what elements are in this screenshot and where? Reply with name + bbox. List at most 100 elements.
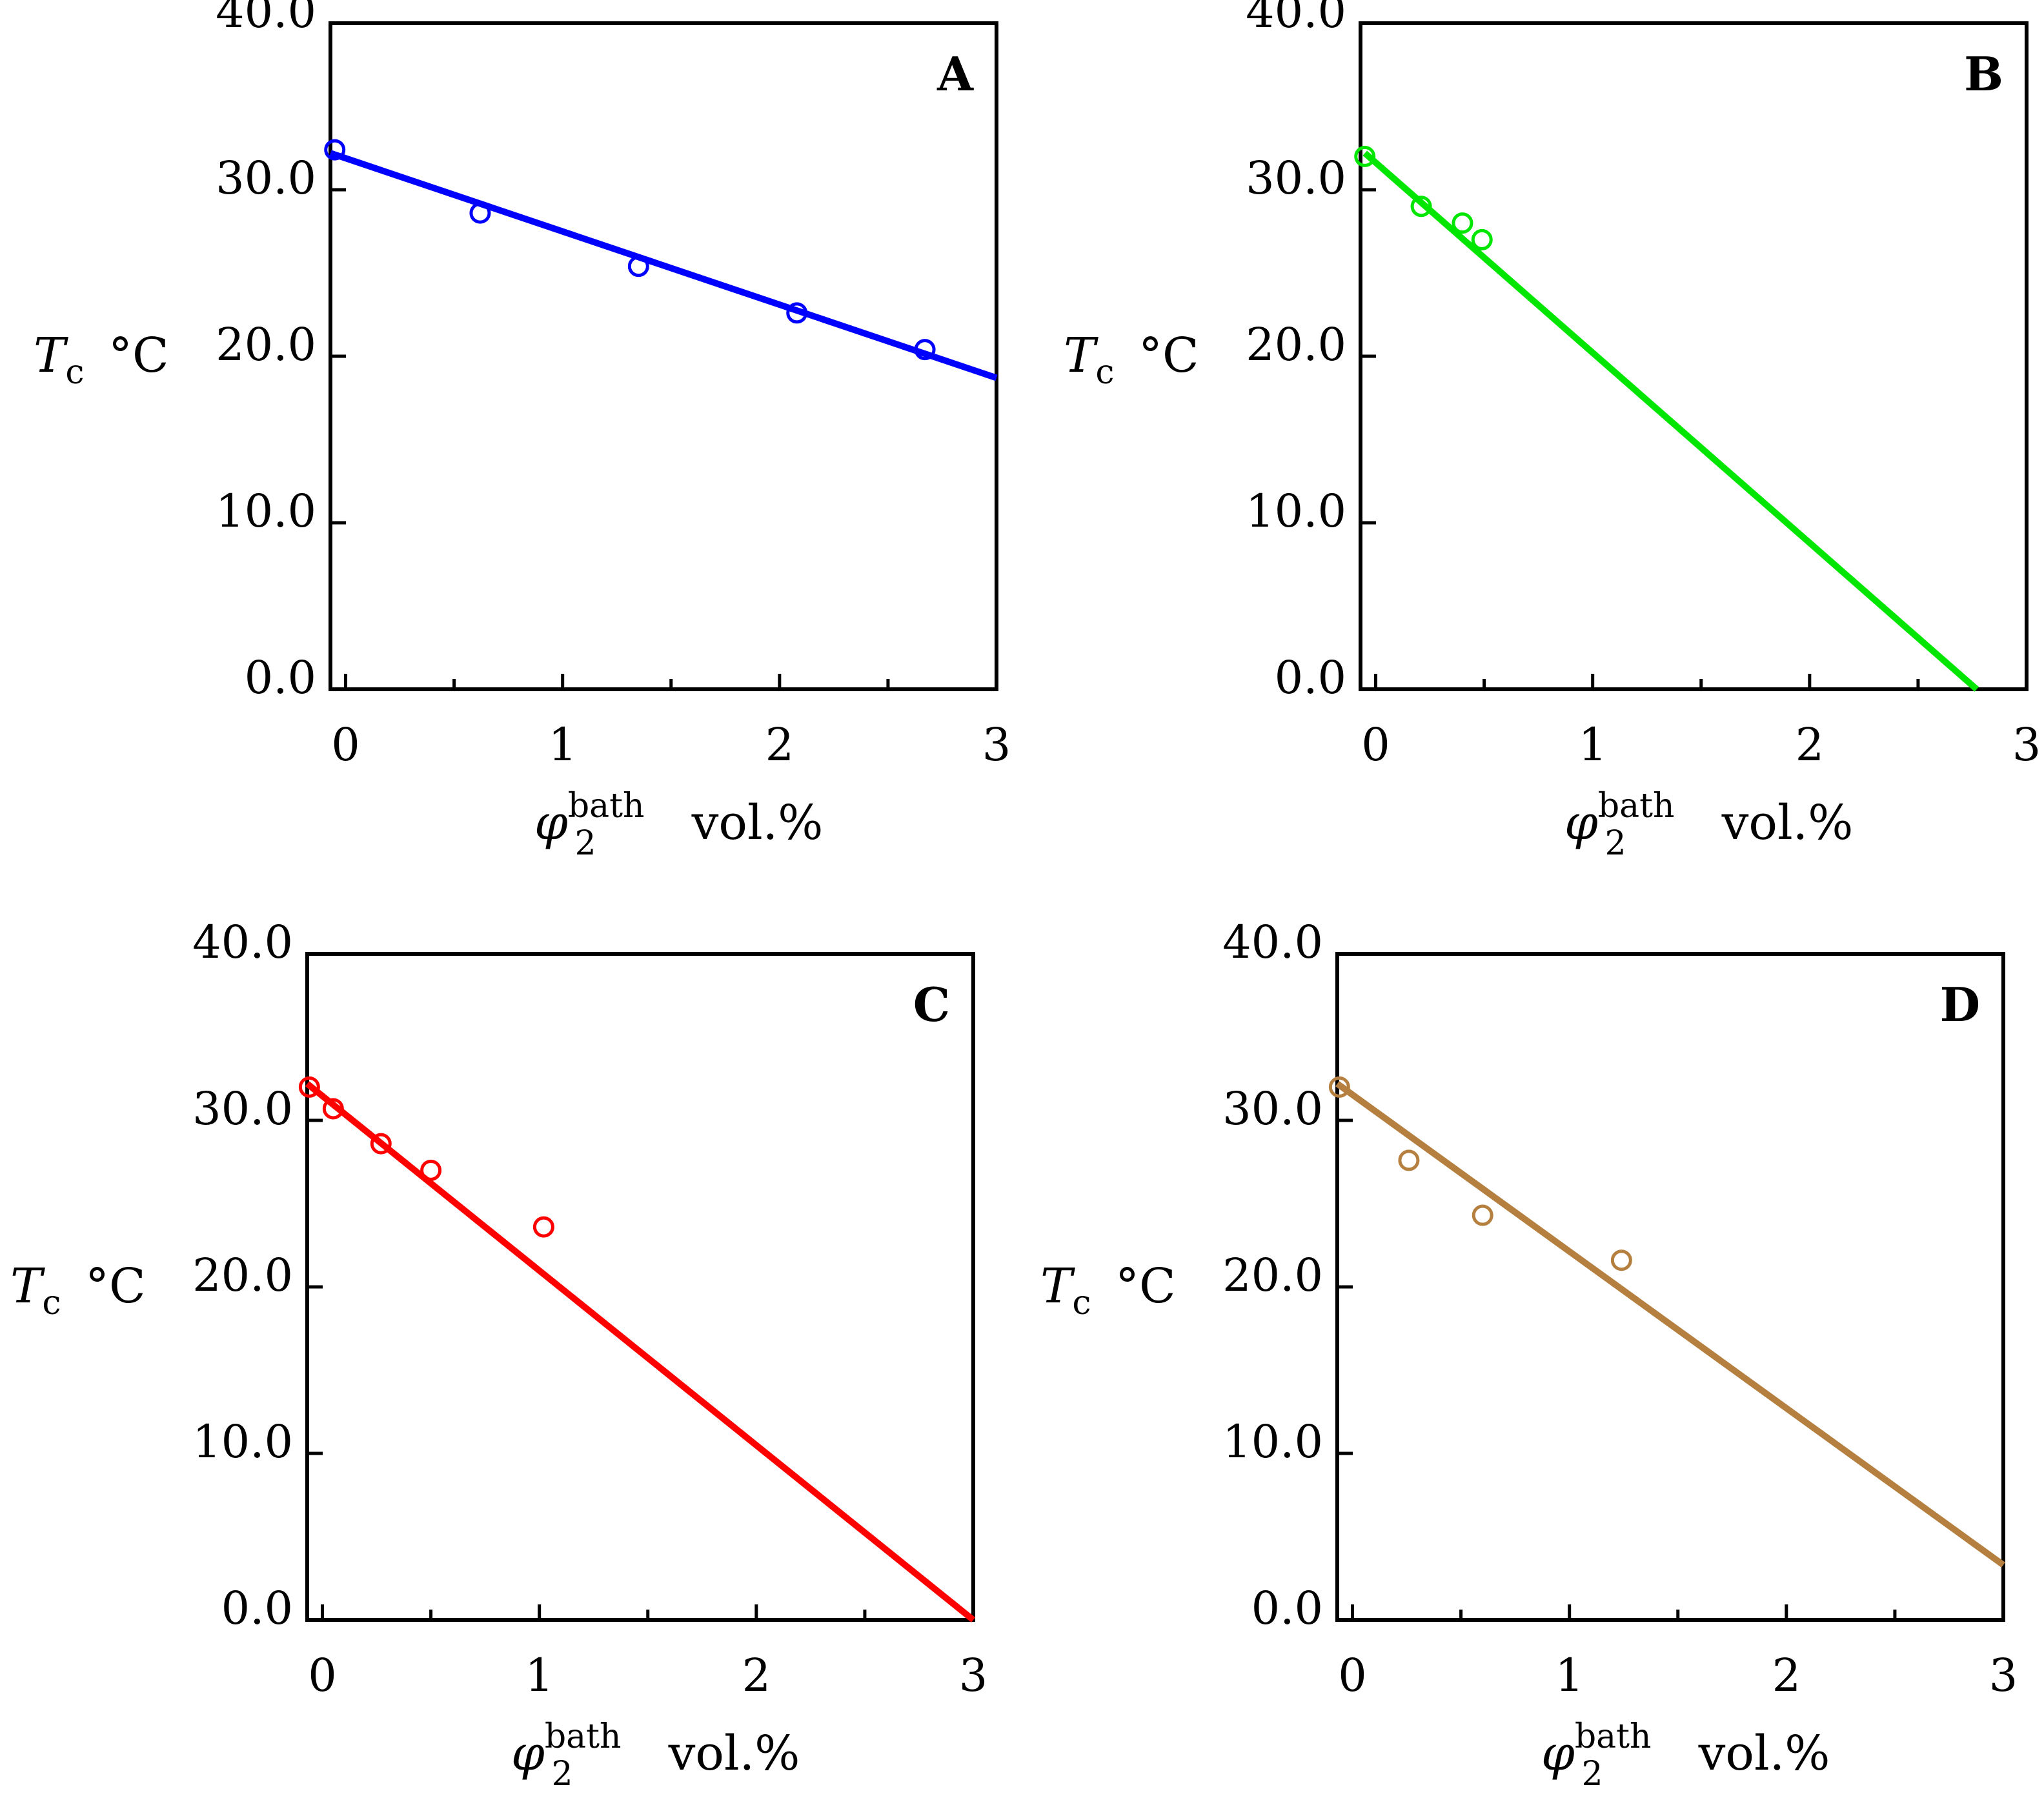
data-point	[469, 202, 491, 224]
y-tick-label: 10.0	[1222, 1415, 1323, 1468]
plot-frame	[305, 952, 975, 1622]
y-tick-label: 10.0	[1246, 485, 1346, 538]
x-tick-label: 0	[308, 1649, 337, 1702]
y-tick-label: 0.0	[1275, 651, 1346, 704]
y-tick-label: 10.0	[192, 1415, 293, 1468]
y-axis-label: Tc °C	[34, 328, 169, 392]
panel-letter: A	[936, 46, 974, 101]
y-tick-label: 40.0	[192, 916, 293, 969]
data-point	[298, 1076, 320, 1098]
x-label-unit: vol.%	[691, 795, 824, 851]
data-point	[420, 1159, 442, 1181]
y-label-unit: °C	[70, 1258, 145, 1314]
y-label-symbol: T	[1064, 328, 1098, 383]
data-point	[532, 1216, 554, 1238]
y-tick-label: 10.0	[216, 485, 316, 538]
x-axis-label: φbath 2 vol.%	[1564, 787, 1853, 863]
data-point	[322, 1098, 344, 1120]
x-tick-label: 1	[548, 718, 577, 771]
plot-frame	[1335, 952, 2005, 1622]
y-label-symbol: T	[34, 328, 68, 383]
y-label-unit: °C	[1100, 1258, 1175, 1314]
x-label-symbol: φ	[511, 1726, 545, 1781]
data-point	[324, 139, 346, 161]
x-tick-label: 2	[765, 718, 794, 771]
data-point	[1398, 1149, 1420, 1171]
x-tick-label: 3	[982, 718, 1011, 771]
data-point	[1328, 1076, 1350, 1098]
x-tick-label: 0	[1361, 718, 1390, 771]
x-label-subscript: 2	[552, 1755, 573, 1794]
data-point	[1472, 1204, 1493, 1226]
x-label-unit: vol.%	[1698, 1726, 1830, 1781]
x-label-unit: vol.%	[668, 1726, 800, 1781]
plot-frame	[1359, 21, 2029, 691]
y-label-unit: °C	[93, 328, 168, 383]
x-label-subscript: 2	[575, 824, 596, 863]
y-label-unit: °C	[1123, 328, 1199, 383]
y-tick-label: 20.0	[192, 1249, 293, 1302]
x-tick-label: 0	[331, 718, 360, 771]
data-point	[1452, 212, 1473, 234]
y-label-subscript: c	[1072, 1284, 1091, 1322]
x-tick-label: 2	[1772, 1649, 1801, 1702]
x-tick-label: 3	[959, 1649, 988, 1702]
fit-line	[1362, 150, 1979, 692]
data-point	[914, 339, 936, 361]
data-point	[1410, 196, 1432, 217]
x-label-superscript: bath	[1575, 1717, 1652, 1756]
y-tick-label: 30.0	[1222, 1082, 1323, 1135]
x-label-subscript: 2	[1582, 1755, 1603, 1794]
y-label-subscript: c	[65, 353, 84, 392]
y-tick-label: 0.0	[245, 651, 316, 704]
x-tick-label: 3	[2012, 718, 2041, 771]
data-point	[1354, 145, 1376, 167]
panel-letter: D	[1940, 977, 1980, 1032]
panel-letter: C	[913, 977, 950, 1032]
x-label-symbol: φ	[1564, 795, 1598, 851]
y-tick-label: 40.0	[1246, 0, 1346, 38]
y-tick-label: 20.0	[1222, 1249, 1323, 1302]
x-label-subscript: 2	[1605, 824, 1626, 863]
x-tick-label: 2	[1796, 718, 1825, 771]
y-tick-label: 40.0	[216, 0, 316, 38]
x-tick-label: 0	[1338, 1649, 1367, 1702]
x-tick-label: 2	[742, 1649, 771, 1702]
y-tick-label: 30.0	[1246, 152, 1346, 205]
y-tick-label: 30.0	[192, 1082, 293, 1135]
x-label-symbol: φ	[534, 795, 568, 851]
y-tick-label: 0.0	[1251, 1582, 1323, 1635]
y-axis-label: Tc °C	[10, 1258, 146, 1322]
x-label-superscript: bath	[1598, 787, 1675, 825]
data-point	[1471, 228, 1493, 250]
y-label-subscript: c	[42, 1284, 61, 1322]
panel-letter: B	[1964, 46, 2003, 101]
fit-line	[305, 1081, 976, 1622]
y-tick-label: 30.0	[216, 152, 316, 205]
x-label-superscript: bath	[545, 1717, 622, 1756]
y-axis-label: Tc °C	[1040, 1258, 1176, 1322]
x-tick-label: 1	[525, 1649, 554, 1702]
data-point	[1610, 1249, 1632, 1271]
y-tick-label: 0.0	[221, 1582, 293, 1635]
x-axis-label: φbath 2 vol.%	[1541, 1717, 1830, 1794]
plot-frame	[329, 21, 998, 691]
x-label-superscript: bath	[568, 787, 645, 825]
fit-line	[329, 150, 998, 381]
x-tick-label: 3	[1989, 1649, 2018, 1702]
y-axis-label: Tc °C	[1064, 328, 1199, 392]
x-label-symbol: φ	[1541, 1726, 1575, 1781]
x-axis-label: φbath 2 vol.%	[534, 787, 823, 863]
x-axis-label: φbath 2 vol.%	[511, 1717, 800, 1794]
data-point	[627, 256, 649, 278]
y-label-symbol: T	[1040, 1258, 1075, 1314]
fit-line	[1335, 1081, 2005, 1568]
y-tick-label: 20.0	[216, 318, 316, 371]
x-label-unit: vol.%	[1721, 795, 1854, 851]
x-tick-label: 1	[1578, 718, 1607, 771]
y-tick-label: 40.0	[1222, 916, 1323, 969]
